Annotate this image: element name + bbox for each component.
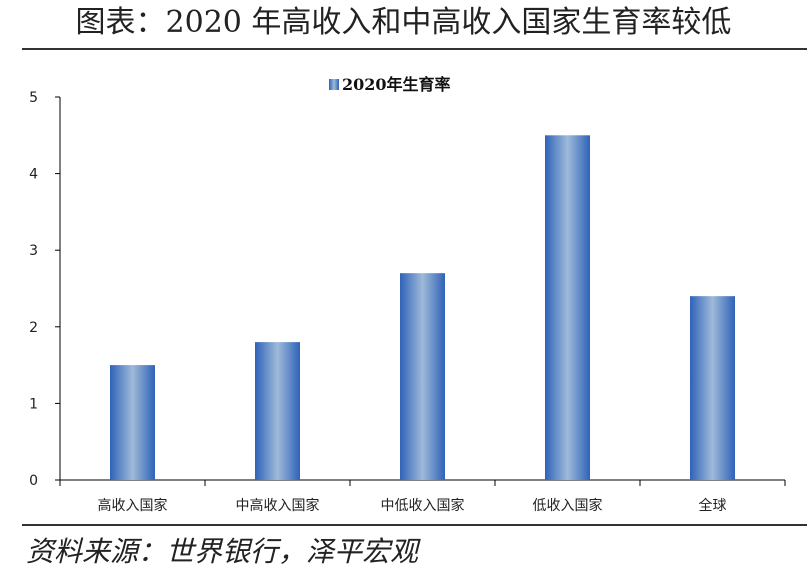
bar-chart: 2020年生育率 0 1 2 3 4 5 高收入国家 中高收入国家 中低收入国家 低收入国家 全球 <box>29 75 786 514</box>
category-label: 高收入国家 <box>98 497 168 514</box>
figure-title: 图表：2020 年高收入和中高收入国家生育率较低 <box>75 5 732 40</box>
bottom-rule <box>22 524 807 526</box>
category-label: 低收入国家 <box>533 497 603 514</box>
plot-area: 0 1 2 3 4 5 高收入国家 中高收入国家 中低收入国家 低收入国家 全球 <box>29 90 786 514</box>
category-label: 中低收入国家 <box>381 497 465 514</box>
category-label: 全球 <box>699 497 727 514</box>
legend-swatch <box>329 79 339 90</box>
category-label: 中高收入国家 <box>236 497 320 514</box>
bar <box>110 365 155 480</box>
y-tick-label: 1 <box>29 396 38 412</box>
legend-label: 2020年生育率 <box>342 75 451 94</box>
y-tick-label: 0 <box>29 473 38 489</box>
bar <box>690 296 735 480</box>
legend: 2020年生育率 <box>329 75 451 94</box>
y-tick-label: 2 <box>29 320 38 336</box>
bar <box>255 342 300 480</box>
top-rule <box>22 48 807 50</box>
source-note: 资料来源：世界银行，泽平宏观 <box>26 535 419 568</box>
y-tick-label: 5 <box>29 90 38 106</box>
y-tick-label: 4 <box>29 167 38 183</box>
y-tick-label: 3 <box>29 243 38 259</box>
bar <box>400 273 445 480</box>
bar <box>545 135 590 481</box>
